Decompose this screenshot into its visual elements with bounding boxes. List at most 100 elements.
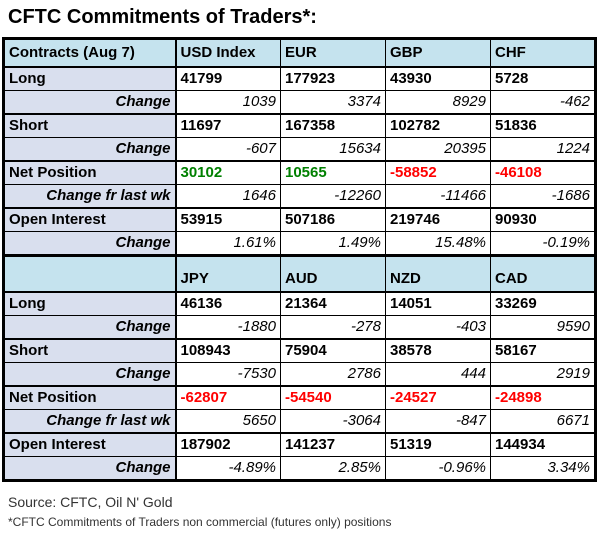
column-header-nzd: NZD — [385, 254, 491, 293]
row-label: Long — [3, 66, 177, 91]
cell-value: 20395 — [385, 137, 491, 162]
cell-value: -3064 — [280, 409, 386, 434]
cell-value: 51319 — [385, 432, 491, 457]
cell-value: 51836 — [490, 113, 596, 138]
cell-value: 11697 — [175, 113, 281, 138]
cot-table: Contracts (Aug 7) USD Index EUR GBP CHF Long 4… — [2, 37, 597, 482]
cell-value: -58852 — [385, 160, 491, 185]
cell-value: -1880 — [175, 315, 281, 340]
cell-value: 33269 — [490, 291, 596, 316]
cell-value: 3374 — [280, 90, 386, 115]
row-label: Change fr last wk — [3, 409, 177, 434]
cell-value: 2786 — [280, 362, 386, 387]
row-label: Change fr last wk — [3, 184, 177, 209]
cell-value: -278 — [280, 315, 386, 340]
row-label: Change — [3, 231, 177, 257]
cell-value: 444 — [385, 362, 491, 387]
table-row: Change 1039 3374 8929 -462 — [3, 90, 596, 115]
row-label: Net Position — [3, 385, 177, 410]
cell-value: 9590 — [490, 315, 596, 340]
column-header-label: Contracts (Aug 7) — [3, 38, 177, 68]
row-label: Change — [3, 137, 177, 162]
cell-value: -54540 — [280, 385, 386, 410]
cell-value: 5650 — [175, 409, 281, 434]
cell-value: -12260 — [280, 184, 386, 209]
cell-value: 1039 — [175, 90, 281, 115]
cell-value: 8929 — [385, 90, 491, 115]
cell-value: -0.19% — [490, 231, 596, 257]
cell-value: 90930 — [490, 207, 596, 232]
row-label: Open Interest — [3, 207, 177, 232]
cell-value: 46136 — [175, 291, 281, 316]
cell-value: 1.61% — [175, 231, 281, 257]
cell-value: -403 — [385, 315, 491, 340]
cell-value: 43930 — [385, 66, 491, 91]
cell-value: -1686 — [490, 184, 596, 209]
cell-value: 15634 — [280, 137, 386, 162]
column-header-chf: CHF — [490, 38, 596, 68]
cell-value: -607 — [175, 137, 281, 162]
cell-value: 1.49% — [280, 231, 386, 257]
table-row: Net Position -62807 -54540 -24527 -24898 — [3, 385, 596, 410]
cell-value: 41799 — [175, 66, 281, 91]
cell-value: 177923 — [280, 66, 386, 91]
cell-value: -462 — [490, 90, 596, 115]
cell-value: -46108 — [490, 160, 596, 185]
column-header-aud: AUD — [280, 254, 386, 293]
table-row: Short 11697 167358 102782 51836 — [3, 113, 596, 138]
cell-value: 3.34% — [490, 456, 596, 482]
page-title: CFTC Commitments of Traders*: — [8, 6, 317, 28]
cell-value: 53915 — [175, 207, 281, 232]
column-header-gbp: GBP — [385, 38, 491, 68]
table-row: Open Interest 53915 507186 219746 90930 — [3, 207, 596, 232]
cell-value: -24527 — [385, 385, 491, 410]
cell-value: 102782 — [385, 113, 491, 138]
cell-value: -7530 — [175, 362, 281, 387]
cell-value: -62807 — [175, 385, 281, 410]
row-label: Short — [3, 113, 177, 138]
row-label: Change — [3, 362, 177, 387]
footer: Source: CFTC, Oil N' Gold *CFTC Commitme… — [8, 494, 598, 529]
cell-value: 6671 — [490, 409, 596, 434]
cell-value: 167358 — [280, 113, 386, 138]
footnote: *CFTC Commitments of Traders non commerc… — [8, 515, 392, 529]
row-label: Net Position — [3, 160, 177, 185]
section-1-header-row: Contracts (Aug 7) USD Index EUR GBP CHF — [3, 38, 596, 68]
column-header-label — [3, 254, 177, 293]
source-note: Source: CFTC, Oil N' Gold — [8, 494, 173, 510]
cell-value: 219746 — [385, 207, 491, 232]
cell-value: 2919 — [490, 362, 596, 387]
column-header-eur: EUR — [280, 38, 386, 68]
cell-value: 38578 — [385, 338, 491, 363]
cell-value: 30102 — [175, 160, 281, 185]
row-label: Open Interest — [3, 432, 177, 457]
cell-value: 2.85% — [280, 456, 386, 482]
table-row: Change -607 15634 20395 1224 — [3, 137, 596, 162]
cell-value: 15.48% — [385, 231, 491, 257]
cell-value: -0.96% — [385, 456, 491, 482]
table-row: Change -7530 2786 444 2919 — [3, 362, 596, 387]
cell-value: 1646 — [175, 184, 281, 209]
cell-value: -24898 — [490, 385, 596, 410]
cell-value: 5728 — [490, 66, 596, 91]
table-row: Change -1880 -278 -403 9590 — [3, 315, 596, 340]
cell-value: -11466 — [385, 184, 491, 209]
cell-value: 108943 — [175, 338, 281, 363]
row-label: Long — [3, 291, 177, 316]
row-label: Change — [3, 315, 177, 340]
cell-value: 58167 — [490, 338, 596, 363]
row-label: Short — [3, 338, 177, 363]
table-row: Short 108943 75904 38578 58167 — [3, 338, 596, 363]
column-header-usd-index: USD Index — [175, 38, 281, 68]
column-header-jpy: JPY — [175, 254, 281, 293]
cell-value: 10565 — [280, 160, 386, 185]
table-row: Net Position 30102 10565 -58852 -46108 — [3, 160, 596, 185]
cell-value: 507186 — [280, 207, 386, 232]
cell-value: 14051 — [385, 291, 491, 316]
row-label: Change — [3, 90, 177, 115]
table-row: Open Interest 187902 141237 51319 144934 — [3, 432, 596, 457]
cell-value: -847 — [385, 409, 491, 434]
table-row: Change fr last wk 1646 -12260 -11466 -1686 — [3, 184, 596, 209]
table-row: Change fr last wk 5650 -3064 -847 6671 — [3, 409, 596, 434]
